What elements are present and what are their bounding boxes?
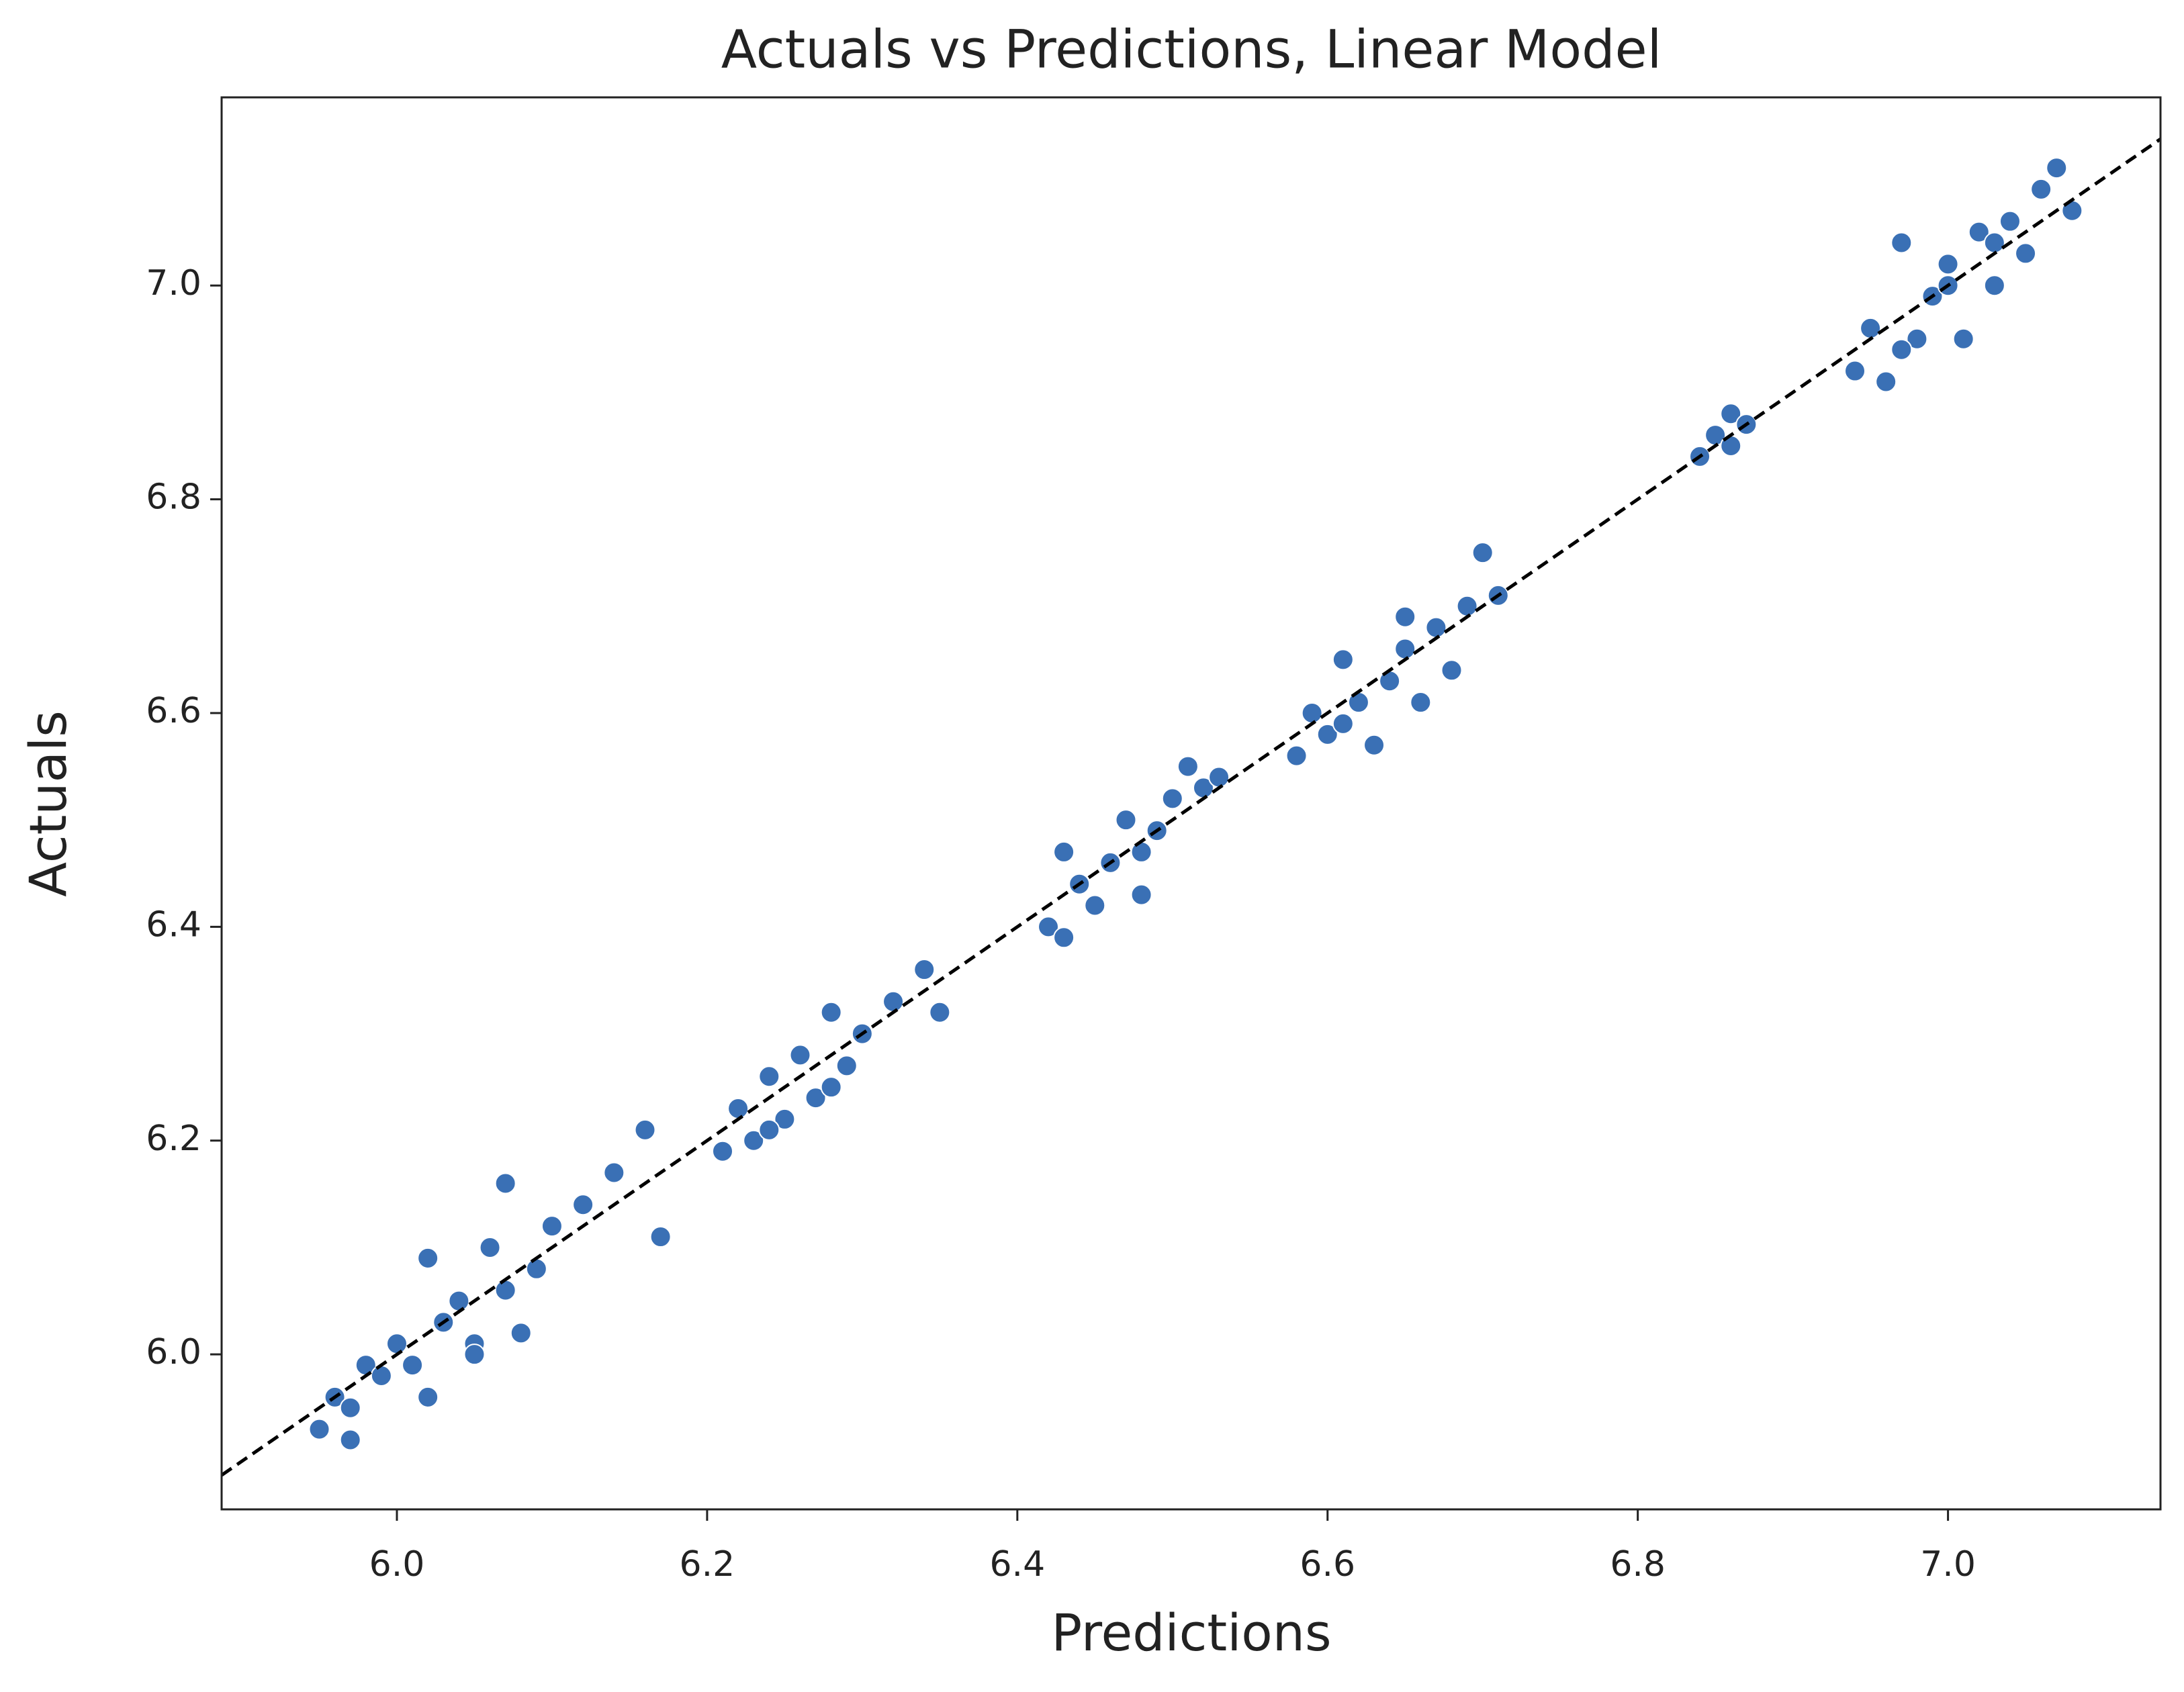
scatter-point xyxy=(1999,210,2021,232)
scatter-point xyxy=(494,1279,516,1301)
scatter-point xyxy=(339,1429,361,1451)
scatter-point xyxy=(1177,755,1199,778)
x-tick-label: 6.6 xyxy=(1300,1544,1355,1585)
scatter-point xyxy=(758,1119,780,1141)
scatter-point xyxy=(417,1386,439,1408)
scatter-point xyxy=(541,1215,563,1237)
scatter-point xyxy=(1983,232,2005,254)
scatter-point xyxy=(727,1098,749,1120)
scatter-point xyxy=(1084,894,1106,916)
scatter-point xyxy=(820,1076,842,1098)
scatter-point xyxy=(417,1247,439,1269)
scatter-point xyxy=(1316,723,1338,745)
scatter-point xyxy=(448,1290,470,1312)
x-tick-label: 6.0 xyxy=(369,1544,425,1585)
x-tick-label: 6.4 xyxy=(989,1544,1045,1585)
scatter-point xyxy=(712,1140,734,1162)
scatter-point xyxy=(339,1397,361,1419)
scatter-point xyxy=(1332,712,1354,735)
scatter-point xyxy=(385,1333,408,1355)
scatter-point xyxy=(1130,841,1152,863)
scatter-point xyxy=(402,1354,424,1376)
scatter-point xyxy=(1053,927,1075,949)
scatter-point xyxy=(308,1418,330,1440)
scatter-point xyxy=(805,1087,827,1109)
scatter-point xyxy=(1130,884,1152,906)
scatter-point xyxy=(1410,692,1432,714)
scatter-point xyxy=(820,1001,842,1023)
scatter-point xyxy=(1891,232,1913,254)
scatter-point xyxy=(463,1344,486,1366)
scatter-point xyxy=(743,1129,765,1152)
scatter-point xyxy=(1720,403,1742,425)
scatter-point xyxy=(634,1119,656,1141)
x-tick-label: 7.0 xyxy=(1920,1544,1976,1585)
scatter-point xyxy=(882,990,905,1013)
scatter-point xyxy=(1456,595,1478,617)
scatter-point xyxy=(1968,221,1990,243)
scatter-point xyxy=(1363,734,1385,756)
scatter-point xyxy=(1441,659,1463,682)
y-tick-label: 6.8 xyxy=(146,477,201,518)
plot-frame xyxy=(220,96,2162,1511)
scatter-point xyxy=(1952,328,1974,350)
scatter-point xyxy=(1394,606,1416,628)
scatter-point xyxy=(1425,616,1447,639)
scatter-point xyxy=(1906,328,1928,350)
scatter-point xyxy=(789,1044,811,1066)
scatter-point xyxy=(370,1365,392,1387)
scatter-point xyxy=(572,1194,594,1216)
scatter-point xyxy=(1332,649,1354,671)
scatter-point xyxy=(1208,766,1230,788)
x-tick-label: 6.8 xyxy=(1610,1544,1666,1585)
scatter-point xyxy=(510,1322,532,1344)
reference-line xyxy=(220,138,2162,1477)
y-tick-label: 7.0 xyxy=(146,263,201,303)
scatter-point xyxy=(835,1055,858,1077)
scatter-point xyxy=(1038,916,1060,938)
scatter-point xyxy=(1115,809,1137,831)
scatter-point xyxy=(1860,317,1882,339)
scatter-point xyxy=(2030,178,2052,200)
scatter-point xyxy=(1891,338,1913,361)
scatter-point xyxy=(1285,745,1308,767)
y-tick-label: 6.6 xyxy=(146,691,201,731)
scatter-point xyxy=(494,1172,516,1194)
chart-title: Actuals vs Predictions, Linear Model xyxy=(721,19,1662,80)
scatter-point xyxy=(913,959,936,981)
scatter-point xyxy=(1301,702,1323,724)
x-tick-label: 6.2 xyxy=(680,1544,735,1585)
scatter-point xyxy=(2015,242,2037,265)
scatter-point xyxy=(1937,253,1959,275)
scatter-point xyxy=(1471,542,1494,564)
x-axis-label: Predictions xyxy=(1051,1603,1331,1662)
scatter-point xyxy=(649,1226,672,1248)
scatter-point xyxy=(1844,360,1866,382)
scatter-point xyxy=(1394,638,1416,660)
scatter-point xyxy=(525,1258,547,1280)
scatter-point xyxy=(2046,157,2068,179)
scatter-point xyxy=(1983,275,2005,297)
scatter-point xyxy=(479,1236,501,1258)
scatter-point xyxy=(1161,788,1183,810)
y-axis-label: Actuals xyxy=(18,710,78,897)
scatter-point xyxy=(1053,841,1075,863)
scatter-point xyxy=(929,1001,951,1023)
scatter-point xyxy=(1875,371,1897,393)
scatter-point xyxy=(758,1066,780,1088)
scatter-point xyxy=(774,1108,796,1130)
y-tick-label: 6.4 xyxy=(146,904,201,945)
y-tick-label: 6.2 xyxy=(146,1119,201,1159)
y-tick-label: 6.0 xyxy=(146,1332,201,1372)
scatter-point xyxy=(603,1162,625,1184)
